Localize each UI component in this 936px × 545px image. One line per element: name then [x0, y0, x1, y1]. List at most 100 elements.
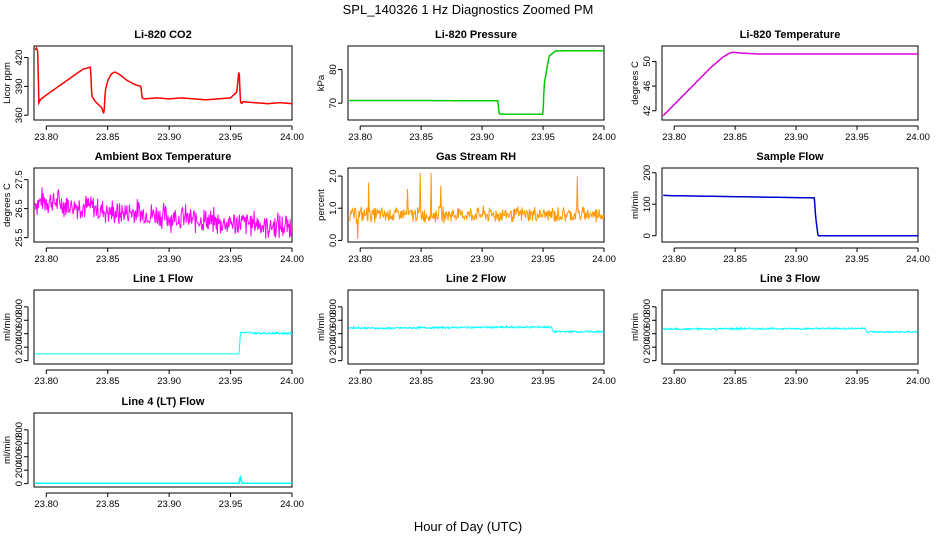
x-tick-label: 23.90 — [784, 376, 808, 387]
x-tick-label: 23.80 — [34, 254, 58, 265]
y-tick-label: 50 — [642, 56, 653, 67]
panel-3: Ambient Box Temperature 23.80 23.85 23.90 23… — [2, 151, 304, 265]
x-tick-label: 23.85 — [723, 376, 747, 387]
panel-title: Li-820 Temperature — [740, 29, 841, 41]
panel-7: Line 2 Flow 23.80 23.85 23.90 23.95 24.00 0 200… — [316, 273, 616, 387]
y-tick-label: 400 — [14, 326, 25, 342]
y-axis-label: degrees C — [2, 183, 13, 227]
x-tick-label: 23.85 — [409, 132, 433, 143]
y-tick-label: 200 — [14, 339, 25, 355]
panel-title: Line 1 Flow — [133, 273, 193, 285]
x-tick-label: 24.00 — [280, 132, 304, 143]
x-tick-label: 23.95 — [845, 376, 869, 387]
panel-title: Sample Flow — [756, 151, 824, 163]
y-axis-label: ml/min — [630, 313, 641, 341]
x-tick-label: 23.80 — [34, 376, 58, 387]
series-line-0 — [35, 474, 292, 485]
y-tick-label: 390 — [14, 78, 25, 94]
y-axis-label: ml/min — [2, 313, 13, 341]
figure-x-axis-label: Hour of Day (UTC) — [414, 519, 522, 534]
panel-1: Li-820 Pressure 23.80 23.85 23.90 23.95 24.00… — [316, 29, 616, 143]
x-tick-label: 23.80 — [662, 254, 686, 265]
y-tick-label: 2.0 — [328, 169, 339, 182]
panel-9: Line 4 (LT) Flow 23.80 23.85 23.90 23.95 24.0… — [2, 396, 304, 510]
y-axis-label: ml/min — [630, 191, 641, 219]
x-tick-label: 23.95 — [219, 376, 243, 387]
x-tick-label: 23.85 — [96, 376, 120, 387]
x-tick-label: 23.80 — [34, 499, 58, 510]
panel-title: Li-820 Pressure — [435, 29, 517, 41]
y-axis-label: percent — [316, 189, 327, 221]
y-tick-label: 600 — [14, 312, 25, 328]
x-tick-label: 23.95 — [219, 132, 243, 143]
x-tick-label: 23.80 — [348, 254, 372, 265]
panel-title: Line 3 Flow — [760, 273, 820, 285]
panel-8: Line 3 Flow 23.80 23.85 23.90 23.95 24.00 0 200… — [630, 273, 930, 387]
x-tick-label: 23.90 — [470, 132, 494, 143]
x-tick-label: 23.95 — [219, 499, 243, 510]
plot-frame — [33, 412, 293, 488]
panel-title: Line 2 Flow — [446, 273, 506, 285]
y-tick-label: 200 — [642, 165, 653, 181]
panel-title: Gas Stream RH — [436, 151, 516, 163]
x-tick-label: 23.80 — [662, 132, 686, 143]
y-tick-label: 0.0 — [328, 234, 339, 247]
y-tick-label: 26.5 — [14, 199, 25, 218]
x-tick-label: 23.95 — [531, 376, 555, 387]
series-line-0 — [34, 187, 292, 239]
x-tick-label: 23.90 — [470, 376, 494, 387]
x-tick-label: 23.85 — [96, 132, 120, 143]
y-tick-label: 600 — [14, 435, 25, 451]
x-tick-label: 23.95 — [845, 254, 869, 265]
series-line-0 — [348, 172, 604, 239]
y-tick-label: 0 — [14, 481, 25, 486]
y-axis-label: kPa — [316, 74, 327, 91]
y-axis-label: ml/min — [2, 436, 13, 464]
y-tick-label: 25.5 — [14, 228, 25, 247]
figure-title: SPL_140326 1 Hz Diagnostics Zoomed PM — [343, 2, 594, 17]
x-tick-label: 23.95 — [531, 254, 555, 265]
x-tick-label: 23.90 — [157, 499, 181, 510]
x-tick-label: 23.85 — [96, 254, 120, 265]
series-line-0 — [349, 49, 604, 116]
y-axis-label: Licor ppm — [2, 62, 13, 104]
y-axis-label: degrees C — [630, 61, 641, 105]
x-tick-label: 23.95 — [219, 254, 243, 265]
y-tick-label: 100 — [642, 196, 653, 212]
x-tick-label: 24.00 — [906, 132, 930, 143]
panel-5: Sample Flow 23.80 23.85 23.90 23.95 24.00 0 100… — [630, 151, 930, 265]
y-tick-label: 420 — [14, 50, 25, 66]
panel-6: Line 1 Flow 23.80 23.85 23.90 23.95 24.00 0 200… — [2, 273, 304, 387]
x-tick-label: 23.80 — [348, 376, 372, 387]
y-tick-label: 0 — [642, 233, 653, 238]
x-tick-label: 23.90 — [784, 254, 808, 265]
plot-frame — [33, 45, 293, 121]
panel-0: Li-820 CO2 23.80 23.85 23.90 23.95 24.00 360 39… — [2, 29, 304, 143]
x-tick-label: 23.85 — [409, 254, 433, 265]
y-tick-label: 27.5 — [14, 170, 25, 189]
x-tick-label: 24.00 — [592, 376, 616, 387]
y-tick-label: 360 — [14, 107, 25, 123]
y-tick-label: 0 — [14, 358, 25, 363]
y-tick-label: 400 — [328, 326, 339, 342]
plot-frame — [33, 167, 293, 243]
y-tick-label: 42 — [642, 105, 653, 116]
x-tick-label: 23.95 — [845, 132, 869, 143]
x-tick-label: 23.90 — [157, 254, 181, 265]
y-tick-label: 800 — [14, 299, 25, 315]
x-tick-label: 23.90 — [157, 376, 181, 387]
plot-frame — [661, 289, 919, 365]
panel-title: Ambient Box Temperature — [95, 151, 232, 163]
plot-frame — [661, 167, 919, 243]
x-tick-label: 23.80 — [34, 132, 58, 143]
x-tick-label: 23.90 — [784, 132, 808, 143]
x-tick-label: 23.85 — [409, 376, 433, 387]
panel-grid: Li-820 CO2 23.80 23.85 23.90 23.95 24.00 360 39… — [2, 29, 930, 510]
series-line-0 — [663, 194, 918, 237]
y-tick-label: 400 — [642, 326, 653, 342]
x-tick-label: 23.95 — [531, 132, 555, 143]
y-tick-label: 46 — [642, 81, 653, 92]
x-tick-label: 24.00 — [906, 376, 930, 387]
